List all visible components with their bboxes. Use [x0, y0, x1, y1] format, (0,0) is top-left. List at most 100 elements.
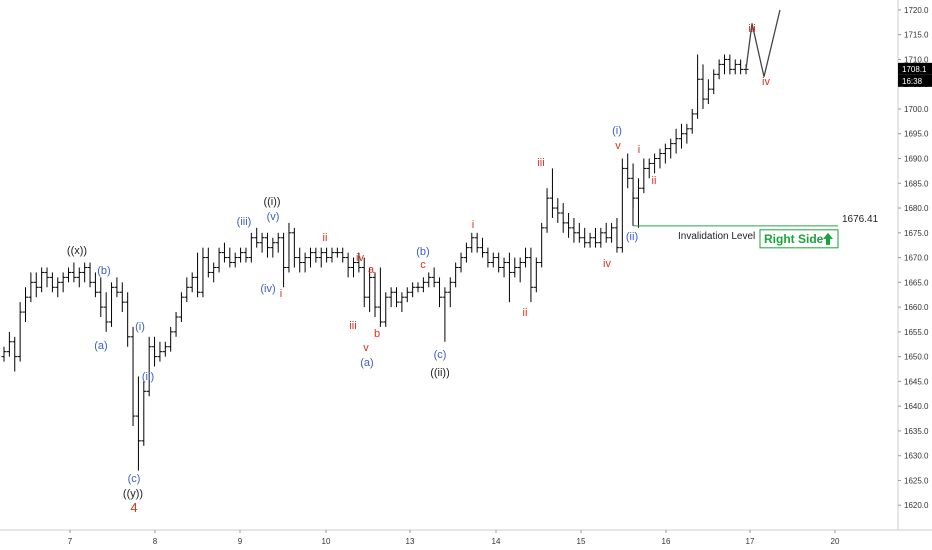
x-tick-label: 16: [662, 537, 671, 546]
ohlc-bar: [560, 203, 566, 233]
ohlc-bar: [82, 262, 88, 283]
ohlc-bar: [248, 232, 254, 263]
ohlc-bar: [609, 222, 615, 243]
y-tick-label: 1625.0: [904, 476, 929, 485]
ohlc-bar: [635, 178, 641, 228]
ohlc-bar: [388, 287, 394, 308]
time-axis[interactable]: 7 8 9 10 13 14 15 16 17 20: [0, 529, 932, 546]
right-side-box: Right Side: [759, 229, 839, 249]
projection-polyline: [745, 9, 781, 77]
wave-label: ((ii)): [430, 367, 450, 379]
wave-label: ((x)): [67, 245, 87, 257]
wave-label: (i): [612, 125, 622, 137]
y-tick-label: 1620.0: [904, 501, 929, 510]
ohlc-bar: [469, 232, 475, 253]
wave-label: i: [280, 288, 282, 300]
ohlc-bar: [270, 237, 276, 258]
ohlc-bar: [28, 272, 34, 303]
y-tick-label: 1675.0: [904, 229, 929, 238]
ohlc-bar: [426, 272, 432, 288]
ohlc-bar: [146, 336, 152, 397]
ohlc-bar: [523, 247, 529, 268]
ohlc-bar: [125, 292, 131, 347]
ohlc-bar: [324, 247, 330, 263]
wave-label: 4: [130, 500, 137, 515]
ohlc-bar: [356, 252, 362, 273]
last-price-label: 1708.1: [902, 65, 927, 74]
ohlc-bar: [98, 277, 104, 318]
ohlc-bar: [189, 272, 195, 293]
ohlc-bar: [517, 257, 523, 283]
ohlc-bar: [211, 262, 217, 283]
ohlc-bar: [119, 282, 125, 313]
ohlc-bar: [447, 277, 453, 308]
ohlc-bar: [501, 257, 507, 278]
ohlc-bar: [399, 292, 405, 313]
ohlc-bar: [490, 252, 496, 268]
ohlc-bar: [576, 222, 582, 243]
wave-label: (c): [128, 473, 141, 485]
wave-label: (ii): [626, 231, 638, 243]
ohlc-bar: [646, 158, 652, 179]
ohlc-bar: [711, 69, 717, 95]
ohlc-bar: [592, 227, 598, 248]
wave-label: (b): [416, 246, 429, 258]
ohlc-bar: [195, 252, 201, 298]
ohlc-bar: [716, 59, 722, 80]
wave-label: ii: [652, 175, 657, 187]
ohlc-bar: [361, 257, 367, 308]
wave-label: a: [368, 264, 375, 276]
wave-label: ((i)): [263, 196, 280, 208]
wave-label: iii: [349, 320, 356, 332]
wave-label: iv: [356, 252, 364, 264]
price-axis[interactable]: 1620.0 1625.0 1630.0 1635.0 1640.0 1645.0 1650…: [897, 0, 932, 530]
wave-label: c: [420, 259, 426, 271]
ohlc-bar: [383, 292, 389, 327]
ohlc-bar: [39, 267, 45, 293]
ohlc-bar: [367, 267, 373, 313]
ohlc-bar: [582, 227, 588, 248]
ohlc-bar: [533, 257, 539, 293]
ohlc-bar: [6, 331, 12, 357]
ohlc-bars: [1, 54, 749, 471]
ohlc-bar: [109, 282, 115, 327]
ohlc-bar: [184, 277, 190, 303]
ohlc-bar: [539, 222, 545, 268]
ohlc-bar: [496, 252, 502, 273]
ohlc-bar: [334, 247, 340, 258]
wave-label: i: [472, 219, 474, 231]
wave-label: (a): [360, 357, 373, 369]
ohlc-bar: [485, 247, 491, 268]
y-tick-label: 1690.0: [904, 155, 929, 164]
wave-label: (iii): [237, 216, 252, 228]
ohlc-bar: [254, 227, 260, 248]
ohlc-bar: [345, 252, 351, 278]
ohlc-bar: [33, 272, 39, 298]
x-tick-label: 7: [68, 537, 73, 546]
wave-label: ii: [323, 232, 328, 244]
wave-label: ii: [523, 307, 528, 319]
ohlc-bar: [689, 108, 695, 134]
right-side-label: Right Side: [764, 232, 824, 246]
ohlc-bar: [227, 247, 233, 268]
ohlc-bar: [566, 212, 572, 238]
ohlc-bar: [350, 257, 356, 278]
ohlc-bar: [259, 232, 265, 253]
ohlc-bar: [157, 341, 163, 362]
ohlc-bar: [135, 376, 141, 471]
ohlc-bar: [512, 257, 518, 278]
y-tick-label: 1715.0: [904, 31, 929, 40]
wave-label: (a): [94, 340, 107, 352]
ohlc-bar: [721, 54, 727, 75]
wave-label: iv: [762, 76, 770, 88]
ohlc-bar: [340, 247, 346, 263]
x-tick-label: 10: [322, 537, 331, 546]
wave-label: (iv): [260, 283, 275, 295]
ohlc-bar: [243, 247, 249, 263]
ohlc-bar: [71, 262, 77, 283]
ohlc-bar: [458, 252, 464, 273]
ohlc-bar: [657, 148, 663, 169]
y-tick-label: 1655.0: [904, 328, 929, 337]
ohlc-bar: [528, 247, 534, 303]
